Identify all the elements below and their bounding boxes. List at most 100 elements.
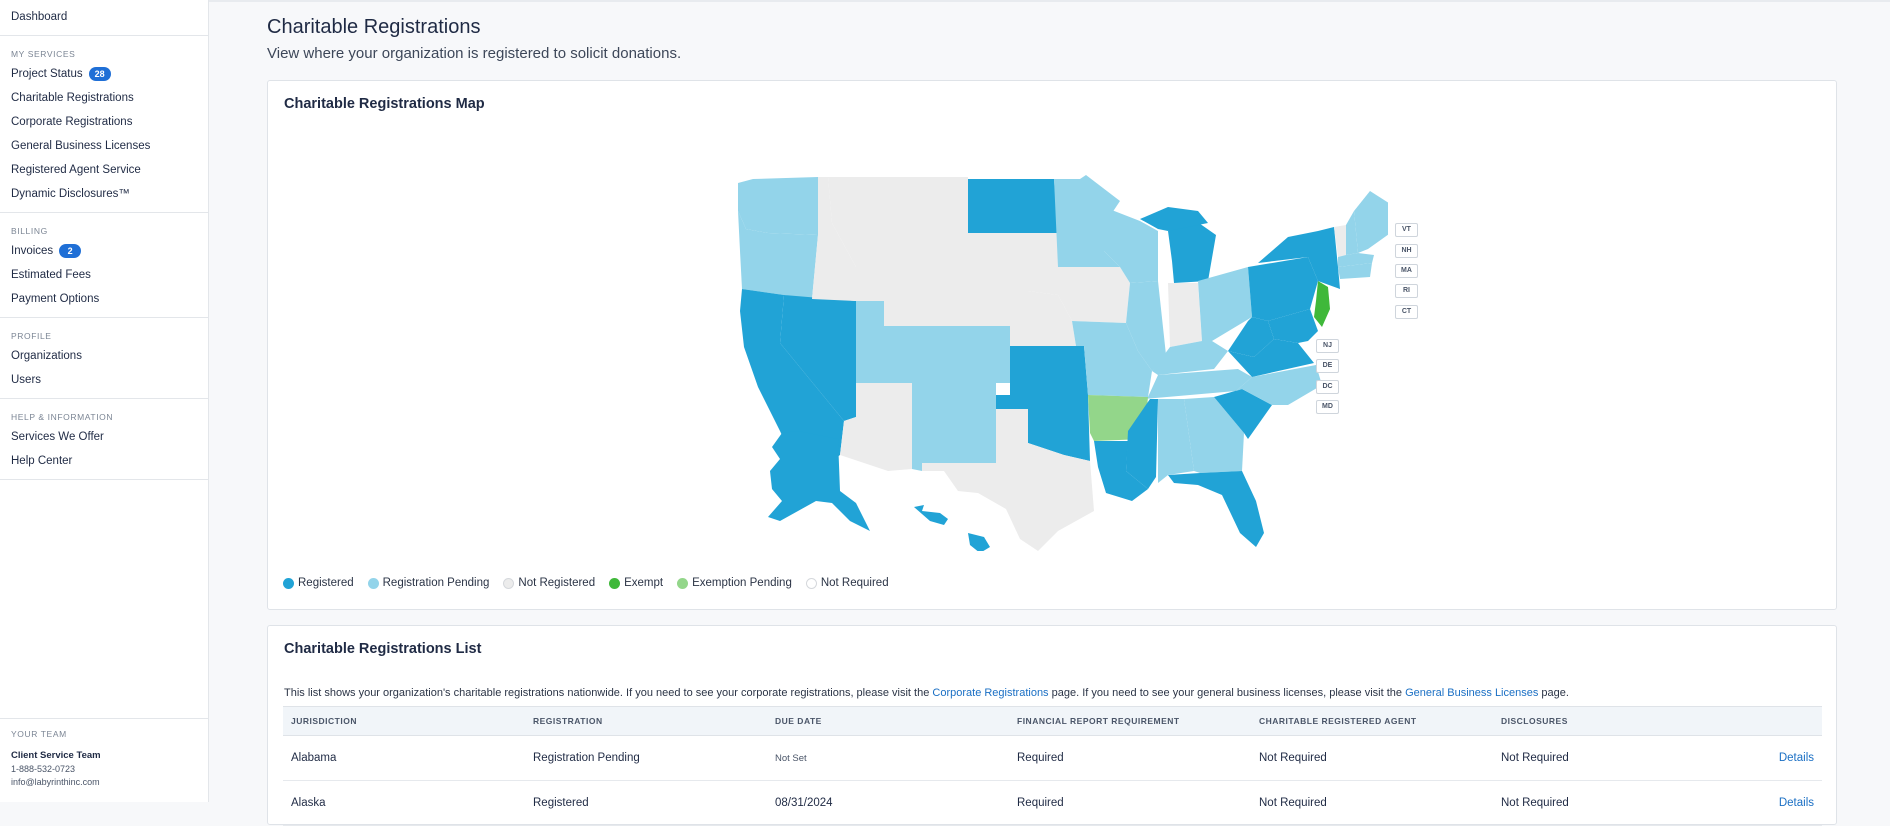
sidebar-item-help-center[interactable]: Help Center	[11, 455, 73, 467]
cell-agent: Not Required	[1251, 780, 1493, 826]
state-north-dakota	[968, 179, 1058, 233]
sidebar-item-project-status[interactable]: Project Status 28	[0, 62, 208, 86]
cell-disclosures: Not Required	[1493, 780, 1735, 826]
legend-dot	[609, 577, 621, 589]
state-oklahoma	[996, 395, 1090, 461]
sidebar-item-users[interactable]: Users	[11, 374, 42, 386]
col-financial-report[interactable]: FINANCIAL REPORT REQUIREMENT	[1009, 706, 1251, 736]
state-michigan-upper	[1140, 207, 1208, 231]
team-phone[interactable]: 1-888-532-0723	[11, 764, 76, 774]
cell-registration: Registration Pending	[525, 735, 767, 781]
state-indiana	[1168, 283, 1202, 347]
state-label-de[interactable]: DE	[1316, 359, 1339, 373]
state-wisconsin	[1104, 207, 1158, 283]
state-virginia	[1228, 339, 1314, 377]
team-email[interactable]: info@labyrinthinc.com	[11, 777, 100, 787]
col-due-date[interactable]: DUE DATE	[767, 706, 1009, 736]
details-link[interactable]: Details	[1778, 797, 1814, 809]
state-pennsylvania	[1248, 257, 1318, 321]
state-montana	[828, 177, 968, 267]
sidebar-item-corporate-registrations[interactable]: Corporate Registrations	[11, 116, 133, 128]
col-registration[interactable]: REGISTRATION	[525, 706, 767, 736]
legend-exemption-pending: Exemption Pending	[677, 577, 792, 589]
table-row: Alabama Registration Pending Not Set Req…	[283, 735, 1822, 781]
cell-due-date: 08/31/2024	[767, 780, 1009, 826]
page-subtitle: View where your organization is register…	[267, 45, 682, 62]
col-jurisdiction[interactable]: JURISDICTION	[283, 706, 525, 736]
col-registered-agent[interactable]: CHARITABLE REGISTERED AGENT	[1251, 706, 1493, 736]
general-business-licenses-link[interactable]: General Business Licenses	[1405, 687, 1539, 699]
table-row: Alaska Registered 08/31/2024 Required No…	[283, 780, 1822, 826]
state-label-dc[interactable]: DC	[1316, 380, 1339, 394]
corporate-registrations-link[interactable]: Corporate Registrations	[932, 687, 1049, 699]
state-louisiana	[1094, 441, 1148, 501]
sidebar-item-registered-agent-service[interactable]: Registered Agent Service	[11, 164, 141, 176]
registrations-table: JURISDICTION REGISTRATION DUE DATE FINAN…	[283, 706, 1822, 826]
state-label-nh[interactable]: NH	[1395, 244, 1418, 258]
state-missouri	[1072, 321, 1152, 397]
legend-label: Exemption Pending	[692, 577, 792, 589]
legend-registration-pending: Registration Pending	[367, 577, 489, 589]
state-minnesota	[1054, 175, 1120, 267]
sidebar-item-general-business-licenses[interactable]: General Business Licenses	[11, 140, 151, 152]
state-maine	[1354, 191, 1388, 253]
list-card: Charitable Registrations List This list …	[267, 625, 1837, 826]
state-kansas	[1010, 346, 1088, 395]
state-label-ri[interactable]: RI	[1395, 284, 1418, 298]
project-status-count-badge: 28	[88, 66, 111, 81]
state-south-dakota	[968, 233, 1058, 295]
sidebar-item-organizations[interactable]: Organizations	[11, 350, 82, 362]
sidebar: Dashboard MY SERVICES Project Status 28 C…	[0, 0, 209, 802]
state-vermont	[1334, 225, 1346, 257]
state-label-md[interactable]: MD	[1316, 400, 1339, 414]
page-title: Charitable Registrations	[267, 16, 481, 38]
state-label-ma[interactable]: MA	[1395, 264, 1418, 278]
table-header-row: JURISDICTION REGISTRATION DUE DATE FINAN…	[283, 706, 1822, 736]
state-alaska	[768, 431, 870, 531]
sidebar-item-payment-options[interactable]: Payment Options	[11, 293, 100, 305]
state-label-vt[interactable]: VT	[1395, 223, 1418, 237]
col-disclosures[interactable]: DISCLOSURES	[1493, 706, 1735, 736]
sidebar-divider	[0, 35, 208, 36]
legend-dot	[677, 577, 689, 589]
sidebar-heading-my-services: MY SERVICES	[11, 49, 76, 59]
cell-financial: Required	[1009, 735, 1251, 781]
legend-exempt: Exempt	[609, 577, 663, 589]
sidebar-item-charitable-registrations[interactable]: Charitable Registrations	[11, 92, 134, 104]
cell-jurisdiction: Alabama	[283, 735, 525, 781]
team-name: Client Service Team	[11, 750, 101, 761]
sidebar-divider	[0, 398, 208, 399]
sidebar-item-label: Invoices	[11, 245, 54, 257]
state-iowa	[1058, 267, 1130, 323]
legend-dot	[503, 577, 515, 589]
state-new-hampshire	[1346, 211, 1358, 255]
desc-text: page.	[1538, 687, 1569, 699]
sidebar-divider	[0, 479, 208, 480]
state-georgia	[1184, 397, 1244, 473]
legend-registered: Registered	[283, 577, 354, 589]
state-nevada	[780, 295, 856, 421]
state-alabama	[1158, 399, 1194, 483]
state-connecticut-ri	[1338, 263, 1372, 279]
sidebar-item-invoices[interactable]: Invoices 2	[0, 239, 208, 263]
state-california	[740, 289, 844, 468]
sidebar-item-dashboard[interactable]: Dashboard	[11, 11, 68, 23]
desc-text: This list shows your organization's char…	[284, 687, 933, 699]
sidebar-item-estimated-fees[interactable]: Estimated Fees	[11, 269, 91, 281]
sidebar-heading-billing: BILLING	[11, 226, 48, 236]
sidebar-heading-profile: PROFILE	[11, 331, 52, 341]
us-map[interactable]	[728, 171, 1388, 551]
legend-dot	[367, 577, 379, 589]
sidebar-item-services-we-offer[interactable]: Services We Offer	[11, 431, 104, 443]
details-link[interactable]: Details	[1778, 752, 1814, 764]
cell-agent: Not Required	[1251, 735, 1493, 781]
state-ohio	[1198, 267, 1252, 341]
state-west-virginia	[1228, 317, 1274, 357]
state-label-nj[interactable]: NJ	[1316, 339, 1339, 353]
state-hawaii-islands	[914, 505, 948, 525]
desc-text: page. If you need to see your general bu…	[1048, 687, 1406, 699]
state-label-ct[interactable]: CT	[1395, 305, 1418, 319]
state-new-york	[1258, 227, 1340, 289]
sidebar-item-dynamic-disclosures[interactable]: Dynamic Disclosures™	[11, 188, 130, 200]
legend-not-registered: Not Registered	[503, 577, 595, 589]
